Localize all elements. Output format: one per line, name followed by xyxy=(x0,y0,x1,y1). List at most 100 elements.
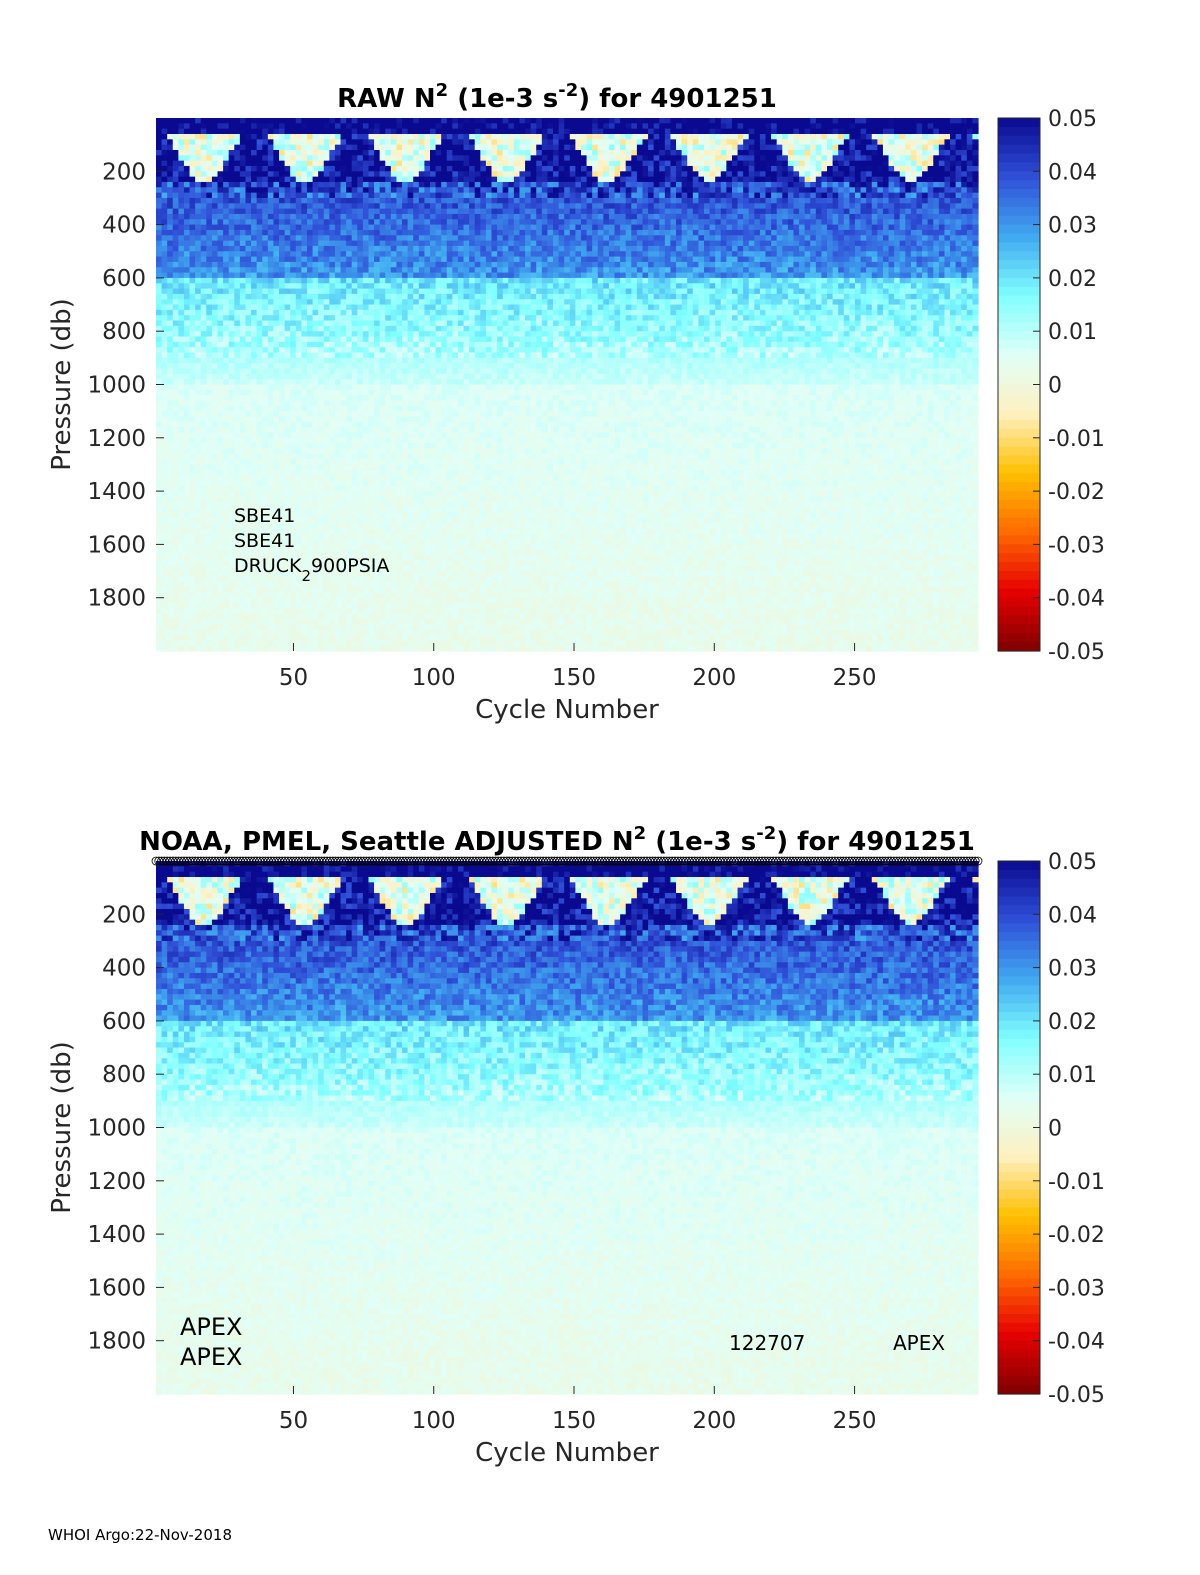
heatmap-cell xyxy=(284,533,291,540)
heatmap-cell xyxy=(172,405,179,412)
heatmap-cell xyxy=(167,118,174,124)
heatmap-cell xyxy=(379,491,386,498)
heatmap-cell xyxy=(211,187,219,194)
heatmap-cell xyxy=(178,331,185,338)
heatmap-cell xyxy=(340,203,347,210)
heatmap-cell xyxy=(279,592,286,599)
heatmap-cell xyxy=(167,144,174,151)
heatmap-cell xyxy=(329,480,336,487)
heatmap-cell xyxy=(290,400,297,407)
heatmap-cell xyxy=(374,528,381,535)
heatmap-cell xyxy=(279,533,286,540)
heatmap-cell xyxy=(273,448,280,455)
heatmap-cell xyxy=(390,123,398,130)
heatmap-cell xyxy=(362,373,370,380)
heatmap-cell xyxy=(267,155,275,162)
heatmap-cell xyxy=(295,165,302,172)
heatmap-cell xyxy=(234,581,241,588)
heatmap-cell xyxy=(273,555,280,561)
heatmap-cell xyxy=(245,315,252,322)
heatmap-cell xyxy=(318,560,325,567)
heatmap-cell xyxy=(200,240,207,247)
heatmap-cell xyxy=(357,368,364,375)
heatmap-cell xyxy=(374,416,381,423)
heatmap-cell xyxy=(161,379,168,386)
heatmap-cell xyxy=(195,363,202,370)
heatmap-cell xyxy=(357,555,364,561)
heatmap-cell xyxy=(284,118,291,124)
heatmap-cell xyxy=(217,480,224,487)
heatmap-cell xyxy=(211,592,219,599)
heatmap-cell xyxy=(430,539,437,545)
heatmap-cell xyxy=(284,475,291,482)
heatmap-cell xyxy=(362,405,370,412)
heatmap-cell xyxy=(251,352,258,359)
heatmap-cell xyxy=(178,123,185,130)
heatmap-cell xyxy=(424,459,431,466)
heatmap-cell xyxy=(301,528,308,535)
heatmap-cell xyxy=(351,373,358,380)
heatmap-cell xyxy=(206,165,213,172)
heatmap-cell xyxy=(301,645,308,652)
heatmap-cell xyxy=(413,133,420,140)
heatmap-cell xyxy=(161,118,168,124)
heatmap-cell xyxy=(424,544,431,551)
heatmap-cell xyxy=(161,341,168,348)
heatmap-cell xyxy=(256,475,263,482)
heatmap-cell xyxy=(267,597,275,604)
heatmap-cell xyxy=(262,576,269,583)
heatmap-cell xyxy=(256,341,263,348)
heatmap-cell xyxy=(374,469,381,476)
heatmap-cell xyxy=(368,544,375,551)
heatmap-cell xyxy=(167,245,174,252)
heatmap-cell xyxy=(430,544,437,551)
heatmap-cell xyxy=(172,448,179,455)
heatmap-cell xyxy=(178,480,185,487)
heatmap-cell xyxy=(267,363,275,370)
heatmap-cell xyxy=(374,427,381,434)
heatmap-cell xyxy=(167,475,174,482)
heatmap-cell xyxy=(284,283,291,290)
heatmap-cell xyxy=(172,309,179,316)
heatmap-cell xyxy=(167,379,174,386)
heatmap-cell xyxy=(368,224,375,231)
heatmap-cell xyxy=(323,373,330,380)
heatmap-cell xyxy=(167,592,174,599)
heatmap-cell xyxy=(306,416,314,423)
heatmap-cell xyxy=(312,389,319,396)
heatmap-cell xyxy=(390,165,398,172)
heatmap-cell xyxy=(379,373,386,380)
heatmap-cell xyxy=(329,379,336,386)
heatmap-cell xyxy=(161,133,168,140)
heatmap-cell xyxy=(396,118,403,124)
heatmap-cell xyxy=(195,315,202,322)
heatmap-cell xyxy=(323,176,330,183)
heatmap-cell xyxy=(206,389,213,396)
heatmap-cell xyxy=(183,624,191,631)
heatmap-cell xyxy=(161,507,168,514)
heatmap-cell xyxy=(424,560,431,567)
heatmap-cell xyxy=(418,272,426,279)
heatmap-cell xyxy=(251,603,258,609)
heatmap-cell xyxy=(323,432,330,439)
heatmap-cell xyxy=(195,635,202,641)
heatmap-cell xyxy=(374,187,381,194)
heatmap-cell xyxy=(279,187,286,194)
heatmap-cell xyxy=(424,219,431,226)
heatmap-cell xyxy=(312,256,319,263)
heatmap-cell xyxy=(368,235,375,242)
heatmap-cell xyxy=(189,283,196,290)
heatmap-cell xyxy=(178,197,185,204)
heatmap-cell xyxy=(407,288,414,295)
heatmap-cell xyxy=(424,411,431,418)
heatmap-cell xyxy=(407,459,414,466)
heatmap-cell xyxy=(390,357,398,364)
heatmap-cell xyxy=(306,245,314,252)
heatmap-cell xyxy=(407,229,414,236)
heatmap-cell xyxy=(290,443,297,450)
heatmap-cell xyxy=(284,192,291,199)
heatmap-cell xyxy=(200,320,207,327)
heatmap-cell xyxy=(223,325,230,332)
heatmap-cell xyxy=(407,347,414,354)
heatmap-cell xyxy=(267,416,275,423)
